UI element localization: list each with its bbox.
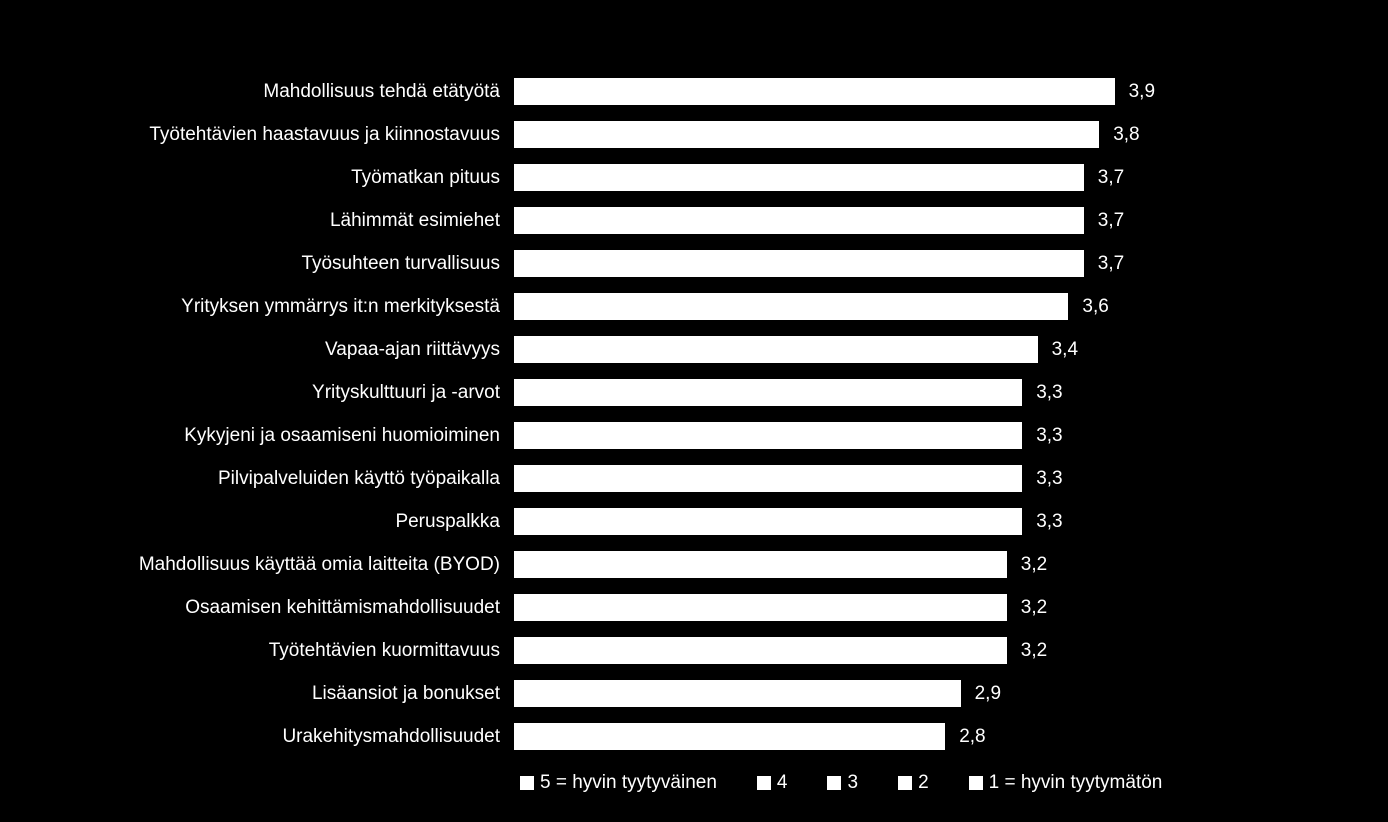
bar-wrap (514, 551, 1007, 578)
category-label: Työtehtävien kuormittavuus (0, 640, 514, 662)
bar (514, 164, 1084, 191)
value-label: 3,9 (1115, 81, 1189, 103)
category-label: Yrityksen ymmärrys it:n merkityksestä (0, 296, 514, 318)
legend-item: 2 (898, 772, 929, 794)
value-label: 3,3 (1022, 511, 1096, 533)
legend-item: 1 = hyvin tyytymätön (969, 772, 1163, 794)
bar (514, 336, 1038, 363)
bar (514, 121, 1099, 148)
bar-wrap (514, 637, 1007, 664)
legend-label: 2 (918, 772, 929, 794)
bar (514, 508, 1022, 535)
value-label: 3,7 (1084, 253, 1158, 275)
chart-row: Työsuhteen turvallisuus 3,7 (0, 242, 1388, 285)
bar-wrap (514, 207, 1084, 234)
category-label: Lisäansiot ja bonukset (0, 683, 514, 705)
bar (514, 680, 961, 707)
bar-wrap (514, 594, 1007, 621)
bar-wrap (514, 465, 1022, 492)
bar-wrap (514, 121, 1099, 148)
chart-row: Lähimmät esimiehet 3,7 (0, 199, 1388, 242)
bar (514, 207, 1084, 234)
bar (514, 723, 945, 750)
value-label: 3,2 (1007, 640, 1081, 662)
bar-wrap (514, 680, 961, 707)
bar-wrap (514, 164, 1084, 191)
chart-row: Mahdollisuus käyttää omia laitteita (BYO… (0, 543, 1388, 586)
value-label: 3,2 (1007, 554, 1081, 576)
bar-wrap (514, 293, 1068, 320)
legend-swatch (969, 776, 983, 790)
bar (514, 465, 1022, 492)
legend-item: 4 (757, 772, 788, 794)
chart-row: Kykyjeni ja osaamiseni huomioiminen 3,3 (0, 414, 1388, 457)
value-label: 3,6 (1068, 296, 1142, 318)
legend-item: 5 = hyvin tyytyväinen (520, 772, 717, 794)
chart-row: Lisäansiot ja bonukset 2,9 (0, 672, 1388, 715)
bar (514, 551, 1007, 578)
legend-label: 3 (847, 772, 858, 794)
legend-swatch (898, 776, 912, 790)
bar-wrap (514, 379, 1022, 406)
chart-row: Pilvipalveluiden käyttö työpaikalla 3,3 (0, 457, 1388, 500)
category-label: Osaamisen kehittämismahdollisuudet (0, 597, 514, 619)
bar (514, 78, 1115, 105)
category-label: Työtehtävien haastavuus ja kiinnostavuus (0, 124, 514, 146)
bar-wrap (514, 336, 1038, 363)
category-label: Mahdollisuus tehdä etätyötä (0, 81, 514, 103)
legend-swatch (520, 776, 534, 790)
chart-row: Osaamisen kehittämismahdollisuudet 3,2 (0, 586, 1388, 629)
chart-row: Työmatkan pituus 3,7 (0, 156, 1388, 199)
bar (514, 379, 1022, 406)
bar-wrap (514, 422, 1022, 449)
value-label: 3,7 (1084, 167, 1158, 189)
chart-row: Työtehtävien haastavuus ja kiinnostavuus… (0, 113, 1388, 156)
category-label: Työmatkan pituus (0, 167, 514, 189)
chart-row: Vapaa-ajan riittävyys 3,4 (0, 328, 1388, 371)
value-label: 3,3 (1022, 425, 1096, 447)
chart-row: Yrityskulttuuri ja -arvot 3,3 (0, 371, 1388, 414)
chart-row: Yrityksen ymmärrys it:n merkityksestä 3,6 (0, 285, 1388, 328)
bar-wrap (514, 250, 1084, 277)
category-label: Vapaa-ajan riittävyys (0, 339, 514, 361)
legend-label: 1 = hyvin tyytymätön (989, 772, 1163, 794)
chart-row: Peruspalkka 3,3 (0, 500, 1388, 543)
legend-label: 5 = hyvin tyytyväinen (540, 772, 717, 794)
category-label: Pilvipalveluiden käyttö työpaikalla (0, 468, 514, 490)
value-label: 2,8 (945, 726, 1019, 748)
category-label: Lähimmät esimiehet (0, 210, 514, 232)
value-label: 3,4 (1038, 339, 1112, 361)
value-label: 3,3 (1022, 382, 1096, 404)
bar (514, 422, 1022, 449)
bar-wrap (514, 508, 1022, 535)
chart-row: Työtehtävien kuormittavuus 3,2 (0, 629, 1388, 672)
category-label: Urakehitysmahdollisuudet (0, 726, 514, 748)
legend-label: 4 (777, 772, 788, 794)
satisfaction-bar-chart: Mahdollisuus tehdä etätyötä 3,9 Työtehtävi… (0, 0, 1388, 822)
bar-wrap (514, 723, 945, 750)
bar (514, 250, 1084, 277)
bar-wrap (514, 78, 1115, 105)
category-label: Yrityskulttuuri ja -arvot (0, 382, 514, 404)
value-label: 3,7 (1084, 210, 1158, 232)
value-label: 3,3 (1022, 468, 1096, 490)
chart-rows: Mahdollisuus tehdä etätyötä 3,9 Työtehtävi… (0, 70, 1388, 758)
chart-legend: 5 = hyvin tyytyväinen 4 3 2 1 = hyvin tyytym… (0, 772, 1388, 794)
value-label: 2,9 (961, 683, 1035, 705)
value-label: 3,8 (1099, 124, 1173, 146)
legend-swatch (757, 776, 771, 790)
category-label: Mahdollisuus käyttää omia laitteita (BYO… (0, 554, 514, 576)
bar (514, 293, 1068, 320)
bar (514, 594, 1007, 621)
category-label: Peruspalkka (0, 511, 514, 533)
value-label: 3,2 (1007, 597, 1081, 619)
chart-row: Urakehitysmahdollisuudet 2,8 (0, 715, 1388, 758)
legend-item: 3 (827, 772, 858, 794)
category-label: Työsuhteen turvallisuus (0, 253, 514, 275)
category-label: Kykyjeni ja osaamiseni huomioiminen (0, 425, 514, 447)
chart-row: Mahdollisuus tehdä etätyötä 3,9 (0, 70, 1388, 113)
bar (514, 637, 1007, 664)
legend-swatch (827, 776, 841, 790)
